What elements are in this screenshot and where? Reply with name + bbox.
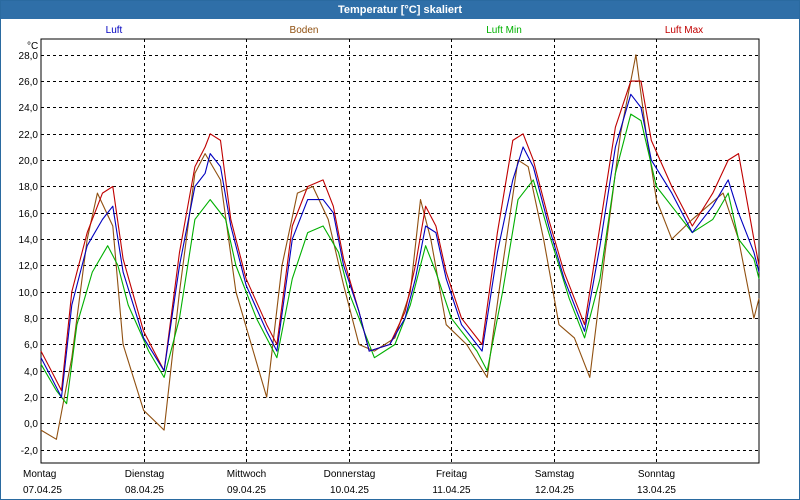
x-tick-date: 09.04.25: [227, 485, 266, 496]
y-tick-label: 10,0: [19, 288, 39, 299]
x-tick-day: Dienstag: [125, 469, 164, 480]
x-tick-day: Sonntag: [638, 469, 675, 480]
x-tick-day: Samstag: [535, 469, 574, 480]
series-line-luft-min: [40, 113, 760, 405]
series-line-luft: [40, 93, 760, 398]
y-tick-label: 2,0: [24, 393, 38, 404]
legend-luft: Luft: [105, 25, 123, 36]
x-tick-date: 08.04.25: [125, 485, 164, 496]
x-tick-date: 13.04.25: [637, 485, 676, 496]
x-tick-date: 11.04.25: [432, 485, 471, 496]
y-tick-label: 16,0: [19, 209, 39, 220]
y-tick-label: 6,0: [24, 340, 38, 351]
x-tick-date: 12.04.25: [535, 485, 574, 496]
y-tick-label: 4,0: [24, 367, 38, 378]
y-tick-label: 24,0: [19, 103, 39, 114]
x-tick-day: Montag: [23, 469, 56, 480]
y-axis-unit: °C: [27, 41, 38, 52]
x-tick-day: Freitag: [436, 469, 467, 480]
y-tick-label: 18,0: [19, 182, 39, 193]
title-bar: Temperatur [°C] skaliert: [1, 1, 799, 19]
legend-luft-max: Luft Max: [664, 25, 704, 36]
legend-boden: Boden: [289, 25, 319, 36]
y-tick-label: 0,0: [24, 419, 38, 430]
legend-luft-min: Luft Min: [486, 25, 522, 36]
y-tick-label: 28,0: [19, 51, 39, 62]
y-tick-label: -2,0: [21, 446, 39, 457]
y-tick-label: 12,0: [19, 261, 39, 272]
x-tick-day: Donnerstag: [324, 469, 376, 480]
x-tick-date: 07.04.25: [23, 485, 62, 496]
y-tick-label: 26,0: [19, 77, 39, 88]
y-tick-label: 20,0: [19, 156, 39, 167]
y-tick-label: 14,0: [19, 235, 39, 246]
y-tick-label: 8,0: [24, 314, 38, 325]
x-tick-day: Mittwoch: [227, 469, 266, 480]
y-tick-label: 22,0: [19, 130, 39, 141]
x-tick-date: 10.04.25: [330, 485, 369, 496]
plot-area: [40, 38, 760, 464]
chart-title: Temperatur [°C] skaliert: [337, 4, 462, 16]
